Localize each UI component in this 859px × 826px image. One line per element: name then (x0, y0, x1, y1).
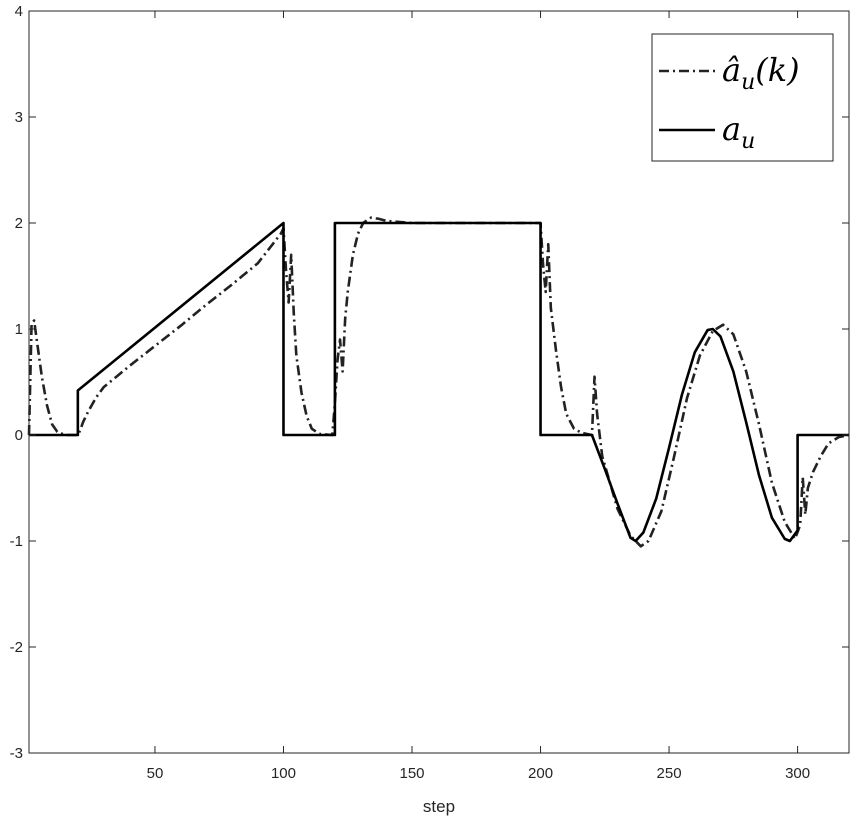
x-tick-label: 250 (657, 765, 682, 782)
x-axis-label: step (423, 797, 455, 816)
y-tick-label: -3 (10, 745, 23, 762)
legend: âu(k)au (652, 34, 833, 161)
legend-label-subscript: u (741, 129, 755, 154)
x-tick-label: 50 (147, 765, 164, 782)
y-tick-label: 1 (15, 321, 23, 338)
legend-label-main: a (722, 110, 741, 148)
legend-label-suffix: (k) (755, 51, 799, 89)
legend-label-subscript: u (741, 70, 755, 95)
y-tick-label: -1 (10, 533, 23, 550)
legend-label-main: â (722, 51, 741, 89)
y-tick-label: 4 (15, 3, 23, 20)
y-tick-label: 2 (15, 215, 23, 232)
y-tick-label: 0 (15, 427, 23, 444)
x-tick-label: 100 (271, 765, 296, 782)
legend-label-0: âu(k) (722, 51, 800, 95)
y-tick-label: 3 (15, 109, 23, 126)
x-tick-label: 200 (528, 765, 553, 782)
y-tick-label: -2 (10, 639, 23, 656)
x-tick-label: 300 (785, 765, 810, 782)
x-tick-label: 150 (399, 765, 424, 782)
